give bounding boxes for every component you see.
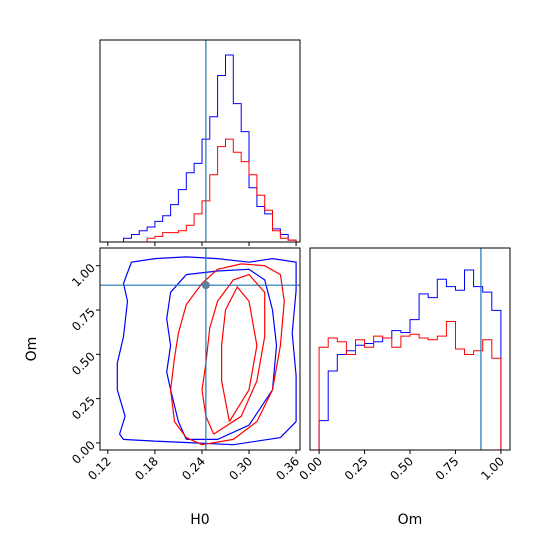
contour-x-tick-label: 0.24	[179, 454, 208, 483]
h0-histogram-frame	[99, 39, 301, 243]
contour-y-tick-label: 0.50	[69, 349, 98, 378]
panel-histogram-om: 0.00 0.25 0.50 0.75 1.00 Om	[296, 247, 511, 528]
contour-y-tick-label: 0.00	[69, 438, 98, 467]
contour-blue-2	[166, 268, 278, 440]
contour-x-tick-label: 0.36	[273, 454, 302, 483]
contour-y-tick-label: 0.25	[69, 394, 98, 423]
contour-red-3	[221, 285, 258, 422]
om-histogram-blue	[318, 269, 502, 450]
contour-red-2	[201, 273, 266, 435]
contour-x-tick-label: 0.30	[226, 454, 255, 483]
x-axis-title-h0: H0	[190, 512, 209, 528]
contour-x-tick-label: 0.18	[132, 454, 161, 483]
om-histogram-frame	[309, 247, 511, 451]
contour-y-tick-label: 1.00	[69, 261, 98, 290]
om-hist-x-tick-label: 0.75	[433, 454, 462, 483]
om-hist-x-tick-label: 0.50	[387, 454, 416, 483]
panel-histogram-h0	[99, 39, 301, 246]
h0-histogram-red	[123, 138, 297, 243]
contour-x-tick-label: 0.12	[85, 454, 114, 483]
om-hist-x-tick-label: 0.25	[342, 454, 371, 483]
y-axis-title-om: Om	[24, 337, 40, 362]
contour-frame	[99, 247, 301, 451]
contour-y-tick-label: 0.75	[69, 305, 98, 334]
om-hist-x-tick-label: 0.00	[296, 454, 325, 483]
contour-red-1	[169, 263, 285, 446]
panel-contour-h0-om: 0.12 0.18 0.24 0.30 0.36 0.00 0.25 0.50 0.75 1.00…	[24, 247, 302, 528]
om-histogram-red	[318, 321, 502, 450]
contour-lines	[116, 256, 297, 446]
x-axis-title-om: Om	[398, 512, 423, 528]
contour-blue-1	[116, 256, 297, 446]
h0-histogram-blue	[123, 54, 297, 242]
om-hist-x-tick-label: 1.00	[478, 454, 507, 483]
truth-point-marker	[201, 281, 210, 290]
